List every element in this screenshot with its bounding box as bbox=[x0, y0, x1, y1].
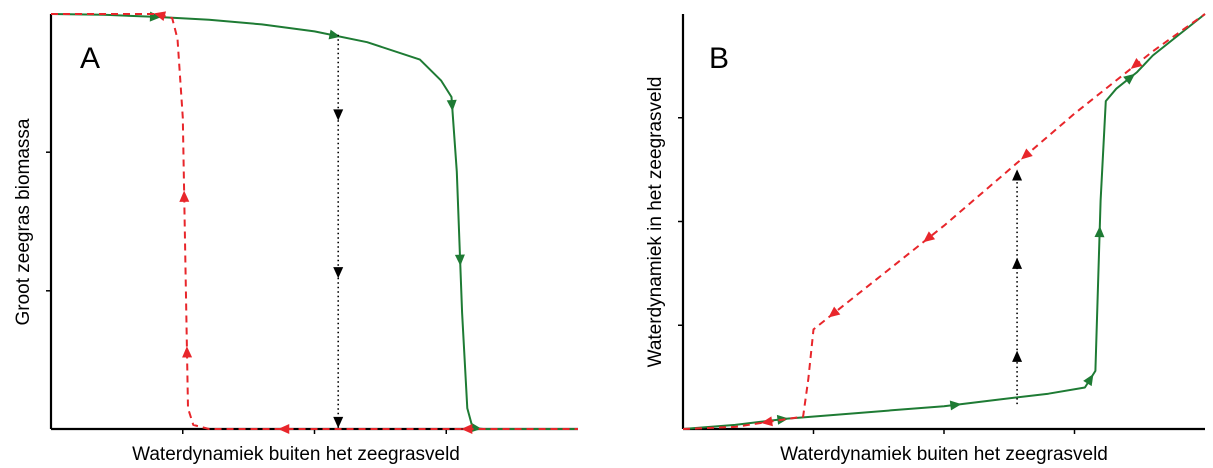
panel-a-series-solid-line bbox=[50, 13, 578, 430]
panel-b-series-solid-arrow-2 bbox=[1083, 374, 1094, 387]
panel-a-series-dashed-arrow-1 bbox=[179, 190, 190, 202]
panel-a-series-solid-arrow-2 bbox=[446, 99, 457, 112]
panel-b-series-dashed-arrow-3 bbox=[1021, 148, 1033, 160]
panel-b-series-dashed-line bbox=[682, 13, 1206, 430]
panel-b-letter: B bbox=[709, 42, 729, 75]
panel-a-series-solid-arrow-4 bbox=[470, 422, 482, 433]
panel-b-transition-arrow-2 bbox=[1012, 169, 1023, 181]
panel-b-series-dashed-arrow-0 bbox=[761, 416, 773, 427]
panel-b-plot bbox=[682, 13, 1206, 430]
panel-a-transition-arrow-0 bbox=[333, 109, 344, 121]
panel-a-transition-arrow-2 bbox=[333, 416, 344, 429]
panel-a: A Waterdynamiek buiten het zeegrasveld G… bbox=[13, 11, 578, 465]
panel-a-series-dashed-arrow-3 bbox=[278, 424, 290, 434]
panel-a-series-solid-arrow-1 bbox=[328, 29, 341, 40]
panel-a-series-dashed-line bbox=[51, 13, 578, 430]
panel-a-transition-arrow-1 bbox=[333, 267, 344, 279]
panel-b-series-dashed-arrow-4 bbox=[1130, 58, 1143, 69]
panel-a-series-dashed-arrow-0 bbox=[153, 11, 167, 22]
panel-a-x-axis-label: Waterdynamiek buiten het zeegrasveld bbox=[132, 444, 460, 465]
panel-b-series-solid-arrow-1 bbox=[949, 400, 962, 411]
panel-a-series-dashed-arrow-2 bbox=[182, 346, 193, 358]
panel-a-ticks bbox=[46, 151, 447, 434]
panel-a-letter: A bbox=[80, 42, 100, 75]
panel-b-transition-arrow-1 bbox=[1012, 257, 1023, 269]
panel-b-series-solid-arrow-3 bbox=[1094, 225, 1105, 238]
panel-a-y-axis-label: Groot zeegras biomassa bbox=[13, 118, 34, 325]
panel-b-series-dashed-arrow-2 bbox=[923, 231, 936, 243]
panel-b-transition-arrow-0 bbox=[1012, 350, 1023, 362]
panel-a-series-solid-arrow-3 bbox=[454, 254, 465, 266]
panel-b: B Waterdynamiek buiten het zeegrasveld W… bbox=[645, 13, 1206, 465]
panel-b-series-dashed-arrow-1 bbox=[828, 306, 841, 318]
panel-b-series-solid-arrow-4 bbox=[1123, 73, 1136, 85]
panel-a-series-dashed-arrow-4 bbox=[461, 424, 473, 434]
panel-a-plot bbox=[50, 11, 578, 434]
panel-b-y-axis-label: Waterdynamiek in het zeegrasveld bbox=[645, 77, 666, 368]
panel-b-ticks bbox=[678, 117, 1076, 434]
panel-b-x-axis-label: Waterdynamiek buiten het zeegrasveld bbox=[780, 444, 1108, 465]
